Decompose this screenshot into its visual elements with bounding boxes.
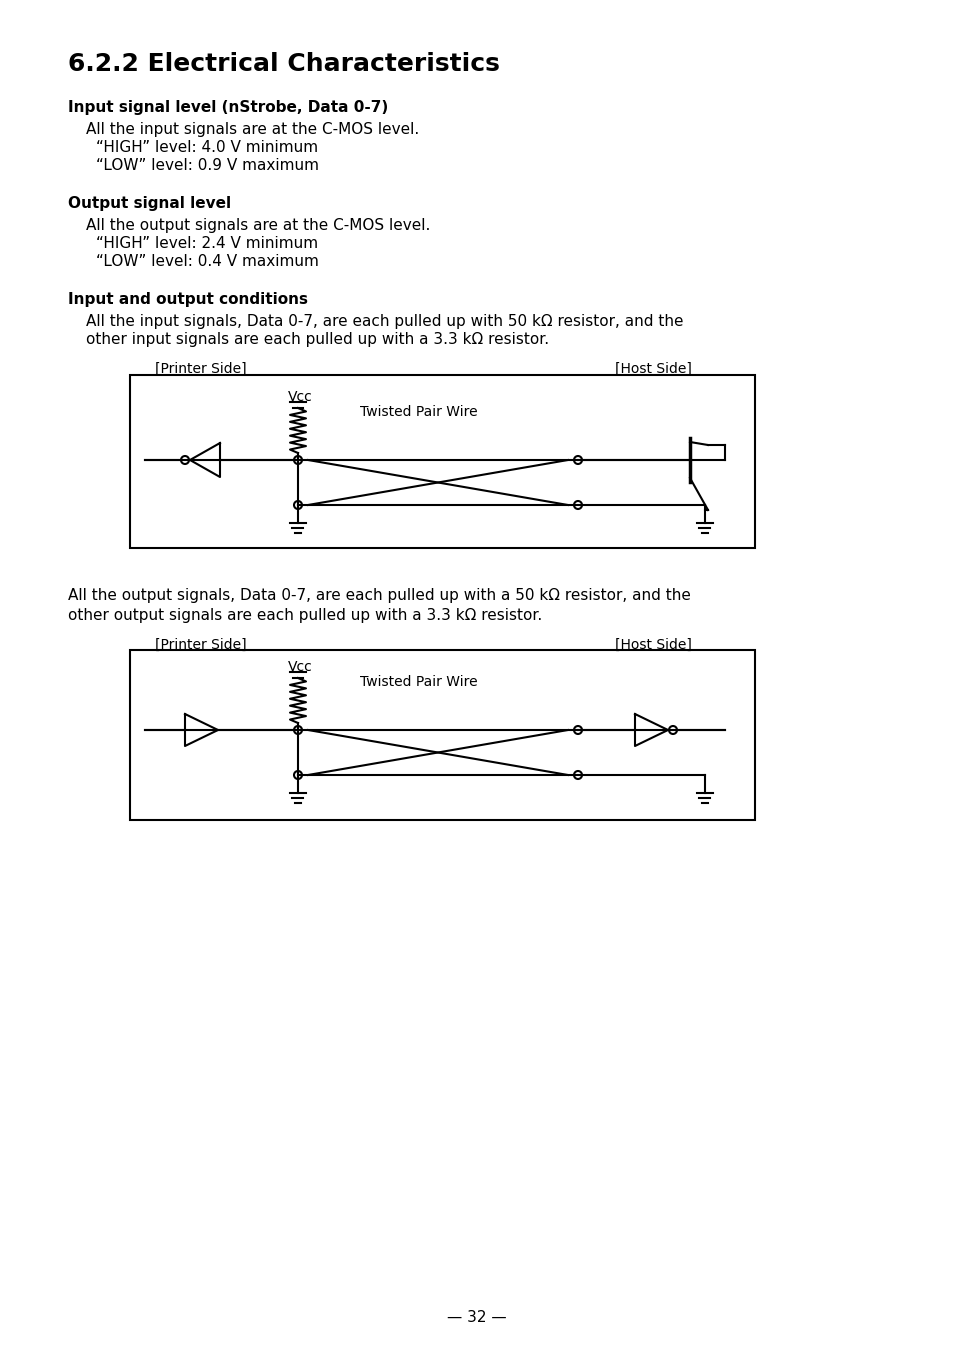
Circle shape xyxy=(574,771,581,779)
Text: [Printer Side]: [Printer Side] xyxy=(154,362,247,376)
Text: other output signals are each pulled up with a 3.3 kΩ resistor.: other output signals are each pulled up … xyxy=(68,608,541,623)
Circle shape xyxy=(668,726,677,734)
Circle shape xyxy=(294,771,302,779)
Text: Output signal level: Output signal level xyxy=(68,196,231,211)
Text: [Host Side]: [Host Side] xyxy=(615,362,691,376)
Text: Twisted Pair Wire: Twisted Pair Wire xyxy=(359,406,477,419)
Text: All the output signals are at the C-MOS level.: All the output signals are at the C-MOS … xyxy=(86,218,430,233)
Text: — 32 —: — 32 — xyxy=(447,1310,506,1325)
Circle shape xyxy=(181,456,189,464)
Text: “LOW” level: 0.9 V maximum: “LOW” level: 0.9 V maximum xyxy=(96,158,318,173)
Text: Vcc: Vcc xyxy=(288,389,313,404)
Bar xyxy=(130,375,754,548)
Text: other input signals are each pulled up with a 3.3 kΩ resistor.: other input signals are each pulled up w… xyxy=(86,333,549,347)
Text: “HIGH” level: 2.4 V minimum: “HIGH” level: 2.4 V minimum xyxy=(96,237,317,251)
Circle shape xyxy=(574,726,581,734)
Text: “HIGH” level: 4.0 V minimum: “HIGH” level: 4.0 V minimum xyxy=(96,141,317,155)
Circle shape xyxy=(294,726,302,734)
Text: [Host Side]: [Host Side] xyxy=(615,638,691,652)
Text: Twisted Pair Wire: Twisted Pair Wire xyxy=(359,675,477,690)
Text: All the output signals, Data 0-7, are each pulled up with a 50 kΩ resistor, and : All the output signals, Data 0-7, are ea… xyxy=(68,588,690,603)
Text: Input signal level (nStrobe, Data 0-7): Input signal level (nStrobe, Data 0-7) xyxy=(68,100,388,115)
Text: Vcc: Vcc xyxy=(288,660,313,675)
Circle shape xyxy=(294,502,302,508)
Text: Input and output conditions: Input and output conditions xyxy=(68,292,308,307)
Text: All the input signals are at the C-MOS level.: All the input signals are at the C-MOS l… xyxy=(86,122,418,137)
Circle shape xyxy=(574,502,581,508)
Text: 6.2.2 Electrical Characteristics: 6.2.2 Electrical Characteristics xyxy=(68,51,499,76)
Text: [Printer Side]: [Printer Side] xyxy=(154,638,247,652)
Circle shape xyxy=(294,456,302,464)
Text: “LOW” level: 0.4 V maximum: “LOW” level: 0.4 V maximum xyxy=(96,254,318,269)
Text: All the input signals, Data 0-7, are each pulled up with 50 kΩ resistor, and the: All the input signals, Data 0-7, are eac… xyxy=(86,314,682,329)
Bar xyxy=(130,650,754,821)
Circle shape xyxy=(574,456,581,464)
